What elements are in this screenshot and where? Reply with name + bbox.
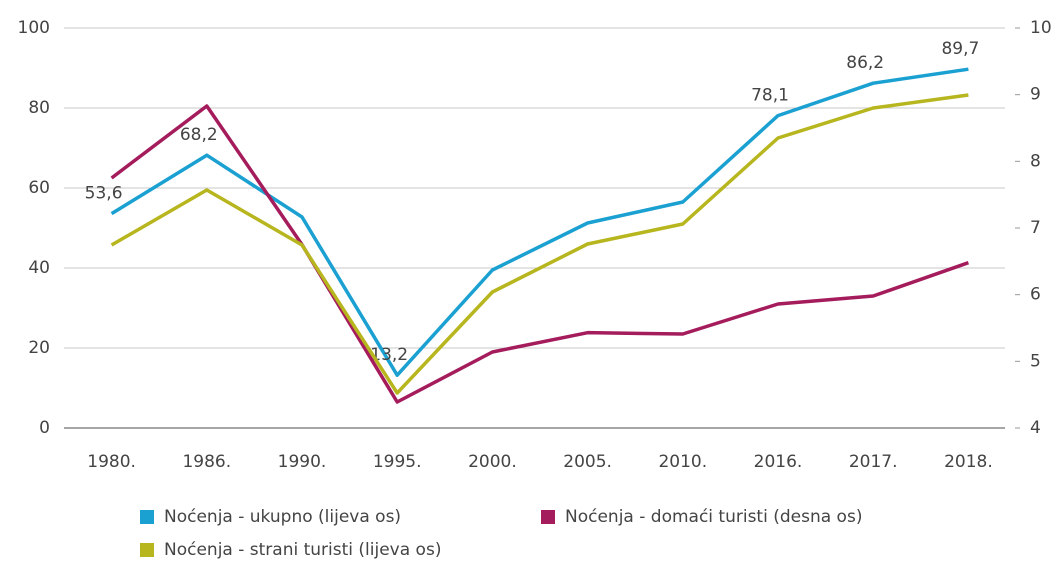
- data-label: 78,1: [751, 86, 789, 106]
- x-tick-label: 1986.: [182, 452, 231, 472]
- y-tick-label: 60: [28, 178, 50, 198]
- y2-tick-label: 4: [1030, 418, 1041, 438]
- y-tick-label: 100: [18, 18, 50, 38]
- y2-tick-label: 8: [1030, 151, 1041, 171]
- x-tick-label: 2016.: [754, 452, 803, 472]
- y-tick-label: 0: [39, 418, 50, 438]
- x-tick-label: 1990.: [278, 452, 327, 472]
- x-tick-label: 1980.: [87, 452, 136, 472]
- x-tick-label: 1995.: [373, 452, 422, 472]
- data-label: 86,2: [846, 53, 884, 73]
- legend-label: Noćenja - domaći turisti (desna os): [565, 507, 862, 527]
- series-line: [110, 93, 969, 395]
- y2-tick-label: 5: [1030, 351, 1041, 371]
- data-label: 13,2: [370, 345, 408, 365]
- y2-tick-label: 6: [1030, 285, 1041, 305]
- legend-label: Noćenja - ukupno (lijeva os): [164, 507, 401, 527]
- x-tick-label: 2000.: [468, 452, 517, 472]
- y2-tick-label: 9: [1030, 85, 1041, 105]
- data-label: 53,6: [85, 184, 123, 204]
- legend-swatch: [140, 543, 154, 557]
- x-tick-label: 2005.: [563, 452, 612, 472]
- x-tick-label: 2010.: [658, 452, 707, 472]
- legend-label: Noćenja - strani turisti (lijeva os): [164, 540, 441, 560]
- x-tick-label: 2018.: [944, 452, 993, 472]
- y2-tick-label: 10: [1030, 18, 1052, 38]
- data-label: 68,2: [180, 125, 218, 145]
- legend-swatch: [140, 510, 154, 524]
- x-tick-label: 2017.: [849, 452, 898, 472]
- y-tick-label: 20: [28, 338, 50, 358]
- data-label: 89,7: [941, 39, 979, 59]
- series-line: [110, 104, 969, 404]
- y2-tick-label: 7: [1030, 218, 1041, 238]
- y-tick-label: 80: [28, 98, 50, 118]
- y-tick-label: 40: [28, 258, 50, 278]
- legend-swatch: [541, 510, 555, 524]
- series-line: [110, 67, 969, 377]
